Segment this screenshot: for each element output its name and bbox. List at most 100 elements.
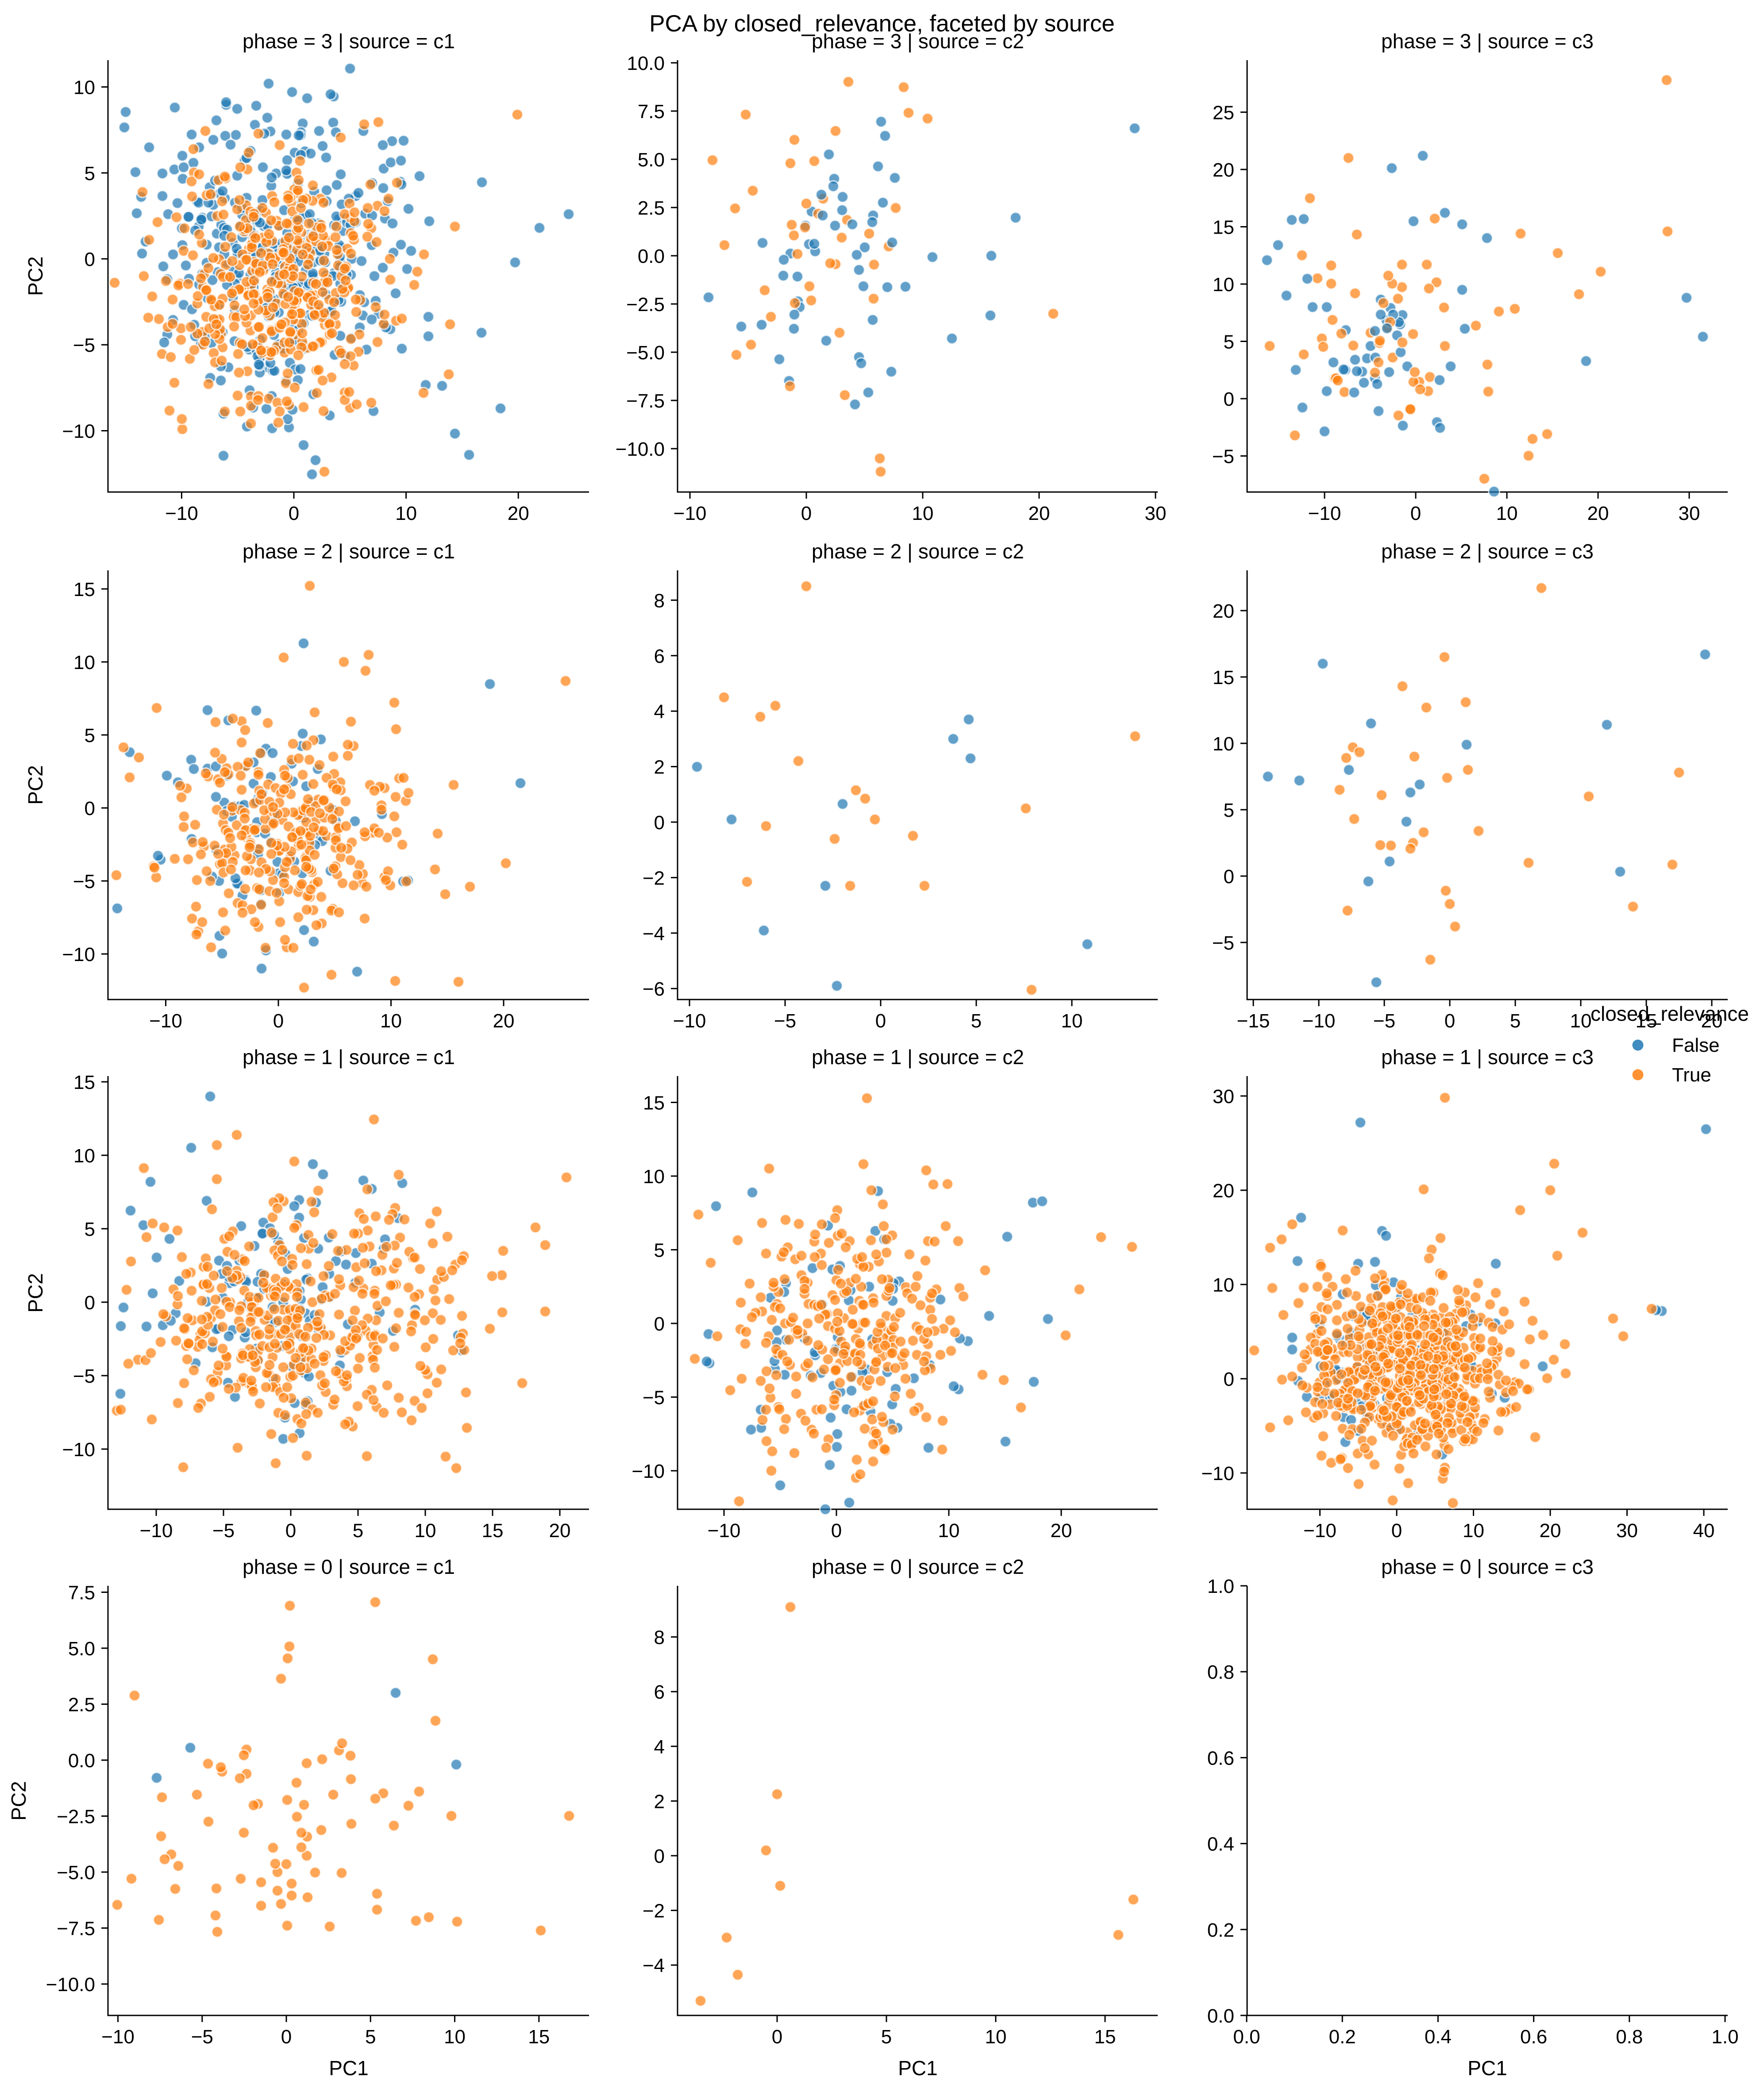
svg-text:10: 10	[444, 2026, 466, 2048]
svg-text:−10: −10	[165, 503, 198, 524]
svg-text:10: 10	[1463, 1520, 1484, 1542]
svg-text:0: 0	[875, 1010, 886, 1032]
svg-text:−10: −10	[673, 1010, 706, 1032]
svg-text:0.0: 0.0	[68, 1750, 95, 1772]
svg-text:−10: −10	[632, 1461, 665, 1482]
svg-text:10: 10	[1213, 733, 1234, 755]
svg-text:−10: −10	[1303, 1520, 1336, 1542]
svg-text:0.2: 0.2	[1207, 1919, 1234, 1941]
svg-text:10: 10	[643, 1166, 665, 1188]
svg-text:−2: −2	[643, 1900, 665, 1922]
svg-text:0: 0	[772, 2026, 782, 2048]
svg-text:6: 6	[654, 1681, 665, 1703]
svg-text:0: 0	[801, 503, 812, 524]
svg-text:0: 0	[1410, 503, 1421, 524]
svg-text:30: 30	[1679, 503, 1700, 524]
svg-text:10.0: 10.0	[627, 53, 665, 74]
svg-text:0: 0	[1444, 1010, 1455, 1032]
svg-text:20: 20	[1701, 1010, 1723, 1032]
svg-text:20: 20	[493, 1010, 515, 1032]
svg-text:2: 2	[654, 1791, 665, 1812]
svg-text:40: 40	[1693, 1520, 1715, 1542]
svg-text:2.5: 2.5	[68, 1694, 95, 1716]
svg-text:−5: −5	[73, 1365, 95, 1387]
svg-text:PC2: PC2	[7, 1781, 30, 1820]
svg-text:5: 5	[654, 1240, 665, 1261]
svg-text:−10: −10	[62, 1439, 95, 1461]
svg-text:phase = 3 | source = c2: phase = 3 | source = c2	[812, 30, 1024, 53]
svg-text:−10.0: −10.0	[46, 1974, 95, 1996]
svg-text:10: 10	[73, 1145, 95, 1167]
svg-text:5: 5	[1510, 1010, 1521, 1032]
svg-text:0.4: 0.4	[1425, 2026, 1452, 2048]
svg-text:0: 0	[285, 1520, 296, 1542]
svg-text:30: 30	[1213, 1086, 1234, 1107]
svg-text:20: 20	[1051, 1520, 1072, 1542]
svg-text:10: 10	[415, 1520, 436, 1542]
svg-text:5: 5	[881, 2026, 892, 2048]
svg-text:0.6: 0.6	[1520, 2026, 1547, 2048]
svg-text:PC1: PC1	[898, 2057, 937, 2080]
svg-text:10: 10	[1496, 503, 1518, 524]
svg-text:phase = 0 | source = c3: phase = 0 | source = c3	[1381, 1555, 1594, 1578]
svg-text:15: 15	[1213, 217, 1234, 238]
svg-text:20: 20	[549, 1520, 571, 1542]
svg-text:20: 20	[1028, 503, 1050, 524]
svg-text:10: 10	[73, 652, 95, 673]
svg-text:0.4: 0.4	[1207, 1834, 1234, 1855]
svg-text:20: 20	[1213, 600, 1234, 622]
svg-text:4: 4	[654, 701, 665, 723]
svg-text:0: 0	[85, 1292, 95, 1314]
svg-text:0.0: 0.0	[1207, 2005, 1234, 2027]
svg-text:20: 20	[1587, 503, 1609, 524]
svg-text:−10: −10	[1201, 1463, 1234, 1484]
svg-text:10: 10	[912, 503, 934, 524]
svg-text:10: 10	[1213, 1274, 1234, 1296]
svg-text:−10: −10	[62, 421, 95, 442]
svg-text:4: 4	[654, 1736, 665, 1758]
svg-text:phase = 3 | source = c1: phase = 3 | source = c1	[243, 30, 455, 53]
svg-text:−10: −10	[674, 503, 707, 524]
svg-text:0: 0	[654, 812, 665, 834]
svg-text:10: 10	[395, 503, 417, 524]
svg-text:−15: −15	[1237, 1010, 1270, 1032]
svg-text:20: 20	[1213, 1180, 1234, 1202]
svg-text:−10: −10	[149, 1010, 182, 1032]
svg-text:phase = 2 | source = c1: phase = 2 | source = c1	[243, 540, 455, 563]
svg-text:phase = 2 | source = c3: phase = 2 | source = c3	[1381, 540, 1594, 563]
svg-text:0.6: 0.6	[1207, 1747, 1234, 1769]
svg-text:−7.5: −7.5	[57, 1918, 95, 1940]
svg-text:−10.0: −10.0	[616, 438, 665, 460]
svg-text:phase = 0 | source = c2: phase = 0 | source = c2	[812, 1555, 1024, 1578]
svg-text:phase = 1 | source = c1: phase = 1 | source = c1	[243, 1046, 455, 1069]
svg-text:−7.5: −7.5	[626, 390, 665, 412]
svg-text:0: 0	[289, 503, 299, 524]
svg-text:15: 15	[1094, 2026, 1116, 2048]
svg-text:15: 15	[482, 1520, 504, 1542]
svg-text:5: 5	[1224, 800, 1234, 821]
svg-text:0: 0	[85, 798, 95, 819]
svg-text:1.0: 1.0	[1711, 2026, 1738, 2048]
svg-text:20: 20	[1540, 1520, 1561, 1542]
svg-text:5: 5	[971, 1010, 982, 1032]
svg-text:6: 6	[654, 646, 665, 667]
svg-text:5: 5	[85, 1219, 95, 1240]
svg-text:0.2: 0.2	[1329, 2026, 1356, 2048]
svg-text:2: 2	[654, 757, 665, 778]
svg-text:−6: −6	[643, 978, 665, 1000]
svg-text:8: 8	[654, 1627, 665, 1649]
svg-text:10: 10	[73, 77, 95, 99]
svg-text:False: False	[1672, 1034, 1720, 1056]
svg-text:−5: −5	[1212, 446, 1234, 468]
svg-text:25: 25	[1213, 102, 1234, 124]
svg-text:10: 10	[985, 2026, 1007, 2048]
svg-text:7.5: 7.5	[638, 101, 665, 123]
svg-text:phase = 0 | source = c1: phase = 0 | source = c1	[243, 1555, 455, 1578]
svg-text:30: 30	[1145, 503, 1167, 524]
svg-text:10: 10	[1061, 1010, 1083, 1032]
svg-text:0: 0	[1391, 1520, 1402, 1542]
svg-text:20: 20	[1213, 159, 1234, 181]
svg-text:1.0: 1.0	[1207, 1576, 1234, 1597]
svg-text:−4: −4	[643, 1955, 665, 1976]
svg-text:15: 15	[1636, 1010, 1657, 1032]
